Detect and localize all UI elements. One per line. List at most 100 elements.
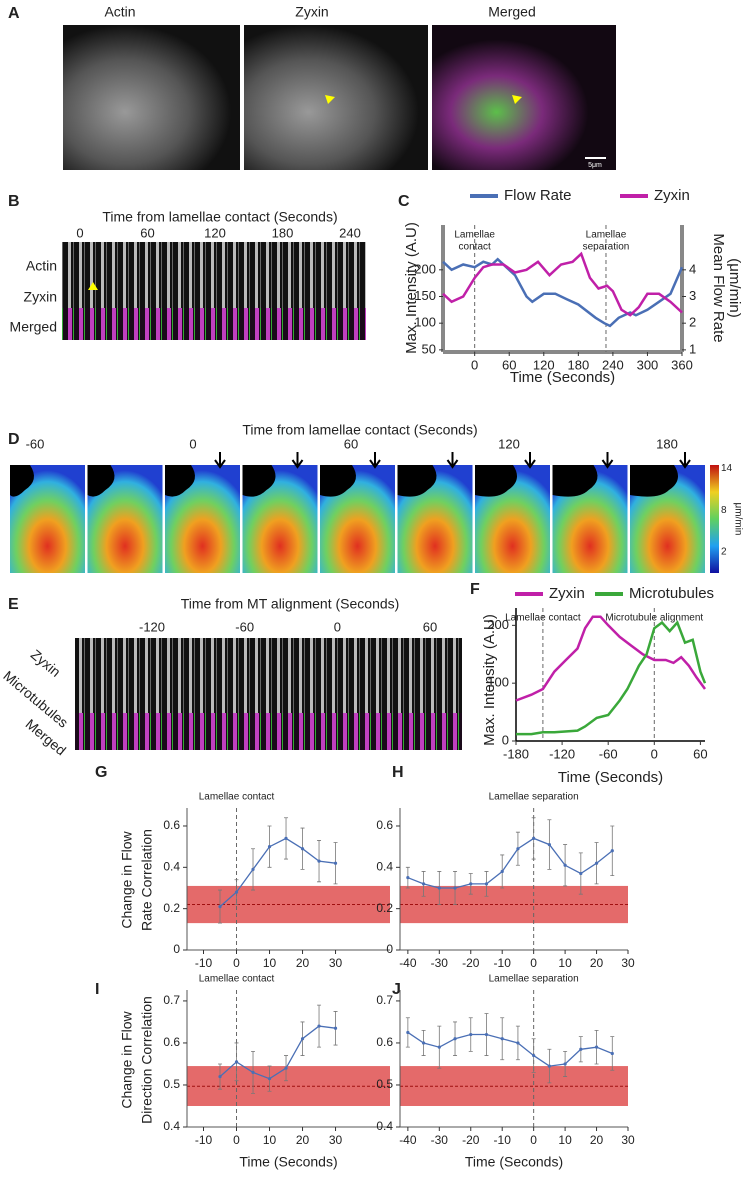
x-tick-label: -10 — [195, 956, 213, 970]
panel-letter: F — [470, 581, 480, 598]
time-tick-label: 120 — [204, 225, 226, 240]
event-label: Lamellae — [586, 230, 627, 241]
x-axis-title: Time (Seconds) — [465, 1154, 563, 1170]
lamella-gap — [165, 465, 195, 497]
series-line — [516, 620, 707, 736]
y-tick-label: 0.5 — [163, 1077, 180, 1091]
x-tick-label: 20 — [296, 956, 310, 970]
series-line — [407, 1031, 613, 1067]
data-point — [579, 1047, 583, 1051]
arrowhead — [512, 95, 522, 104]
series-line — [219, 837, 336, 908]
y-tick-label: 50 — [422, 341, 436, 356]
x-tick-label: -120 — [549, 746, 575, 761]
x-axis-title: Time (Seconds) — [510, 369, 615, 386]
legend-label: Zyxin — [549, 585, 585, 602]
row-label: Actin — [26, 258, 57, 274]
lamella-gap — [397, 465, 437, 497]
scale-label: 5μm — [588, 162, 602, 169]
event-label: Lamellae separation — [489, 792, 579, 803]
x-tick-label: -20 — [462, 1133, 480, 1147]
kymograph — [75, 713, 462, 750]
data-point — [421, 1041, 426, 1045]
panel-letter: B — [8, 193, 20, 210]
y-tick-label: 0.2 — [376, 901, 393, 915]
data-point — [453, 1037, 457, 1041]
y2-tick-label: 2 — [689, 315, 696, 330]
kymograph — [62, 308, 366, 340]
micrograph — [432, 25, 616, 170]
x-axis-title: Time (Seconds) — [558, 769, 663, 786]
y-tick-label: 0 — [386, 942, 393, 956]
series-line — [407, 837, 613, 889]
x-tick-label: -30 — [431, 1133, 449, 1147]
data-point — [563, 863, 567, 867]
time-tick-label: 60 — [140, 225, 154, 240]
arrow — [369, 452, 381, 469]
y-tick-label: 0 — [173, 942, 180, 956]
colorbar-label: μm/min — [732, 503, 743, 536]
data-point — [594, 861, 599, 865]
y-tick-label: 0.2 — [163, 901, 180, 915]
y2-tick-label: 4 — [689, 261, 696, 276]
panel-letter: D — [8, 431, 20, 448]
time-tick-label: 240 — [339, 225, 361, 240]
legend-label: Zyxin — [654, 187, 690, 204]
image-title: Zyxin — [295, 4, 328, 20]
lamella-gap — [475, 465, 517, 497]
data-point — [333, 1026, 338, 1030]
data-point — [267, 1077, 272, 1081]
y-tick-label: 0.4 — [376, 859, 393, 873]
x-tick-label: 30 — [329, 956, 343, 970]
x-tick-label: -180 — [503, 746, 529, 761]
x-tick-label: 0 — [651, 746, 658, 761]
panel-letter: I — [95, 981, 99, 998]
legend-label: Microtubules — [629, 585, 714, 602]
image-axis-title: Time from lamellae contact (Seconds) — [102, 209, 337, 225]
data-point — [333, 861, 338, 865]
y-tick-label: 200 — [487, 617, 509, 632]
y-axis-title: Change in Flow — [119, 830, 135, 928]
data-point — [500, 869, 504, 874]
data-point — [437, 886, 441, 890]
data-point — [469, 882, 473, 886]
x-tick-label: -60 — [599, 746, 618, 761]
x-tick-label: 60 — [693, 746, 707, 761]
x-tick-label: 10 — [558, 956, 572, 970]
y2-tick-label: 3 — [689, 288, 696, 303]
x-tick-label: 0 — [530, 956, 537, 970]
panel-letter: A — [8, 5, 20, 22]
x-tick-label: -40 — [399, 1133, 417, 1147]
data-point — [500, 1037, 504, 1041]
row-label: Zyxin — [28, 646, 64, 680]
event-label: Lamellae — [454, 230, 495, 241]
y-tick-label: 0.4 — [163, 1119, 180, 1133]
time-tick-label: 60 — [423, 619, 437, 634]
y-tick-label: 0.6 — [376, 818, 393, 832]
row-label: Zyxin — [24, 289, 57, 305]
y-axis-title: Max. Intensity (A.U) — [481, 614, 498, 746]
data-point — [579, 871, 583, 876]
x-axis-title: Time (Seconds) — [239, 1154, 337, 1170]
data-point — [437, 1045, 441, 1049]
y-tick-label: 0.7 — [376, 993, 393, 1007]
lamella-gap — [10, 465, 34, 497]
x-tick-label: 20 — [296, 1133, 310, 1147]
colorbar-tick-label: 14 — [721, 463, 733, 474]
lamella-gap — [87, 465, 115, 497]
x-tick-label: 30 — [621, 956, 635, 970]
x-tick-label: 20 — [590, 956, 604, 970]
micrograph — [244, 25, 428, 170]
image-axis-title: Time from lamellae contact (Seconds) — [242, 422, 477, 438]
x-tick-label: 180 — [567, 357, 589, 372]
y-axis-title: Rate Correlation — [139, 829, 155, 931]
micrograph — [63, 25, 240, 170]
data-point — [610, 849, 614, 853]
y-tick-label: 0.4 — [163, 859, 180, 873]
x-tick-label: 0 — [233, 1133, 240, 1147]
image-title: Actin — [104, 4, 135, 20]
image-axis-title: Time from MT alignment (Seconds) — [181, 596, 400, 612]
lamella-gap — [630, 465, 678, 497]
x-tick-label: 0 — [471, 357, 478, 372]
